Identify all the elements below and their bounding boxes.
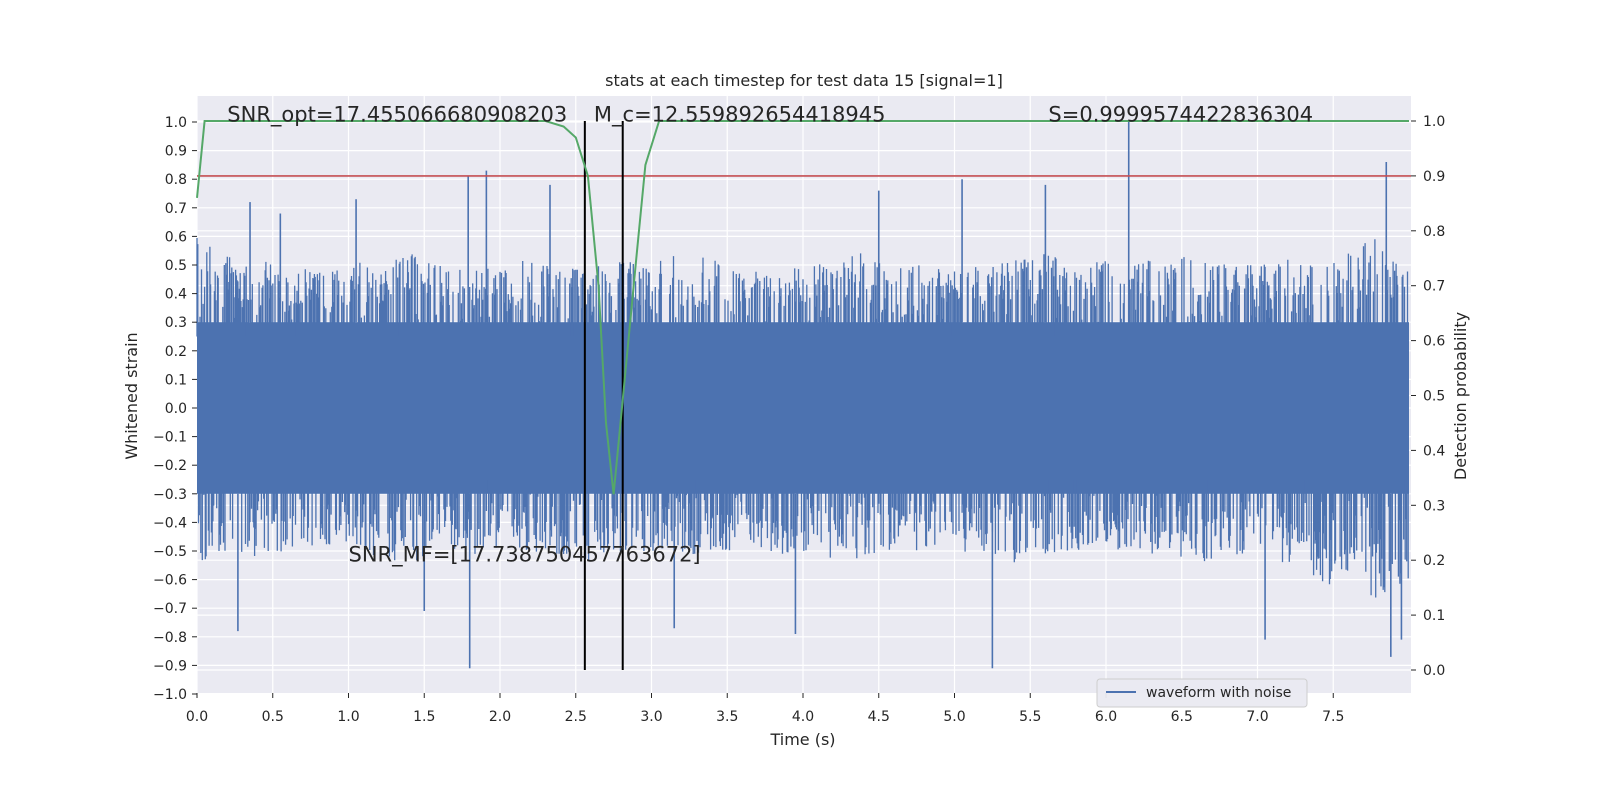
y2-axis-label: Detection probability	[1451, 312, 1470, 480]
y-tick-label: 0.3	[165, 315, 187, 331]
y-tick-label: 0.5	[165, 258, 187, 274]
x-tick-label: 5.0	[943, 709, 965, 725]
y-tick-label: −0.3	[153, 487, 187, 503]
y-tick-label: −0.9	[153, 658, 187, 674]
y-tick-label: 0.8	[165, 172, 187, 188]
probability-line	[196, 120, 1409, 495]
x-tick-label: 2.0	[489, 709, 511, 725]
x-tick-label: 4.5	[868, 709, 890, 725]
y2-tick-label: 0.9	[1423, 169, 1445, 185]
y-tick-label: −0.1	[153, 430, 187, 446]
y2-axis-ticks: 0.0 0.1 0.2 0.3 0.4 0.5 0.6 0.7 0.8 0.9 1.0	[1411, 114, 1445, 679]
y-axis-label: Whitened strain	[122, 332, 141, 459]
waveform-noise-trace	[196, 238, 1409, 598]
legend-box	[1096, 678, 1308, 708]
x-tick-label: 7.0	[1246, 709, 1268, 725]
x-tick-label: 6.5	[1171, 709, 1193, 725]
y-axis-ticks: −1.0 −0.9 −0.8 −0.7 −0.6 −0.5 −0.4 −0.3 −0.2 −0.1…	[153, 115, 197, 703]
y2-tick-label: 0.5	[1423, 389, 1445, 405]
y2-tick-label: 0.6	[1423, 334, 1445, 350]
x-tick-label: 5.5	[1019, 709, 1041, 725]
y-tick-label: −0.6	[153, 573, 187, 589]
y-tick-label: −0.4	[153, 515, 187, 531]
x-tick-label: 3.5	[716, 709, 738, 725]
x-tick-label: 2.5	[565, 709, 587, 725]
legend: waveform with noise	[1096, 678, 1308, 708]
x-tick-label: 6.0	[1095, 709, 1117, 725]
x-tick-label: 1.5	[413, 709, 435, 725]
y2-tick-label: 0.7	[1423, 279, 1445, 295]
y2-tick-label: 0.8	[1423, 224, 1445, 240]
y-tick-label: 0.2	[165, 344, 187, 360]
y2-tick-label: 0.4	[1423, 443, 1445, 459]
annotation-text: S=0.9999574422836304	[1048, 102, 1313, 126]
y-tick-label: 0.7	[165, 201, 187, 217]
x-tick-label: 1.0	[337, 709, 359, 725]
x-axis-label: Time (s)	[769, 730, 835, 749]
waveform-series	[196, 122, 1409, 669]
annotations: SNR_opt=17.455066680908203 M_c=12.5598926…	[227, 102, 1313, 567]
annotation-text: M_c=12.559892654418945	[594, 102, 886, 127]
y2-tick-label: 0.3	[1423, 498, 1445, 514]
waveform-core-band	[197, 322, 1409, 494]
y-tick-label: 0.4	[165, 287, 187, 303]
legend-label-waveform: waveform with noise	[1146, 685, 1291, 701]
y-tick-label: 0.0	[165, 401, 187, 417]
annotation-text: SNR_MF=[17.738750457763672]	[349, 543, 701, 568]
y-tick-label: −0.2	[153, 458, 187, 474]
y-tick-label: 0.9	[165, 144, 187, 160]
annotation-text: SNR_opt=17.455066680908203	[227, 102, 567, 127]
y2-tick-label: 0.1	[1423, 608, 1445, 624]
x-tick-label: 0.0	[186, 709, 208, 725]
x-tick-label: 3.0	[640, 709, 662, 725]
y-tick-label: 0.1	[165, 372, 187, 388]
x-tick-label: 0.5	[262, 709, 284, 725]
y-tick-label: −0.7	[153, 601, 187, 617]
probability-series	[196, 120, 1409, 495]
chart-title: stats at each timestep for test data 15 …	[605, 71, 1003, 90]
y2-tick-label: 1.0	[1423, 114, 1445, 130]
y-tick-label: 1.0	[165, 115, 187, 131]
y2-tick-label: 0.2	[1423, 553, 1445, 569]
x-tick-label: 7.5	[1322, 709, 1344, 725]
y-tick-label: −0.5	[153, 544, 187, 560]
y-tick-label: 0.6	[165, 229, 187, 245]
x-tick-label: 4.0	[792, 709, 814, 725]
y2-tick-label: 0.0	[1423, 663, 1445, 679]
y-tick-label: −1.0	[153, 687, 187, 703]
y-tick-label: −0.8	[153, 630, 187, 646]
